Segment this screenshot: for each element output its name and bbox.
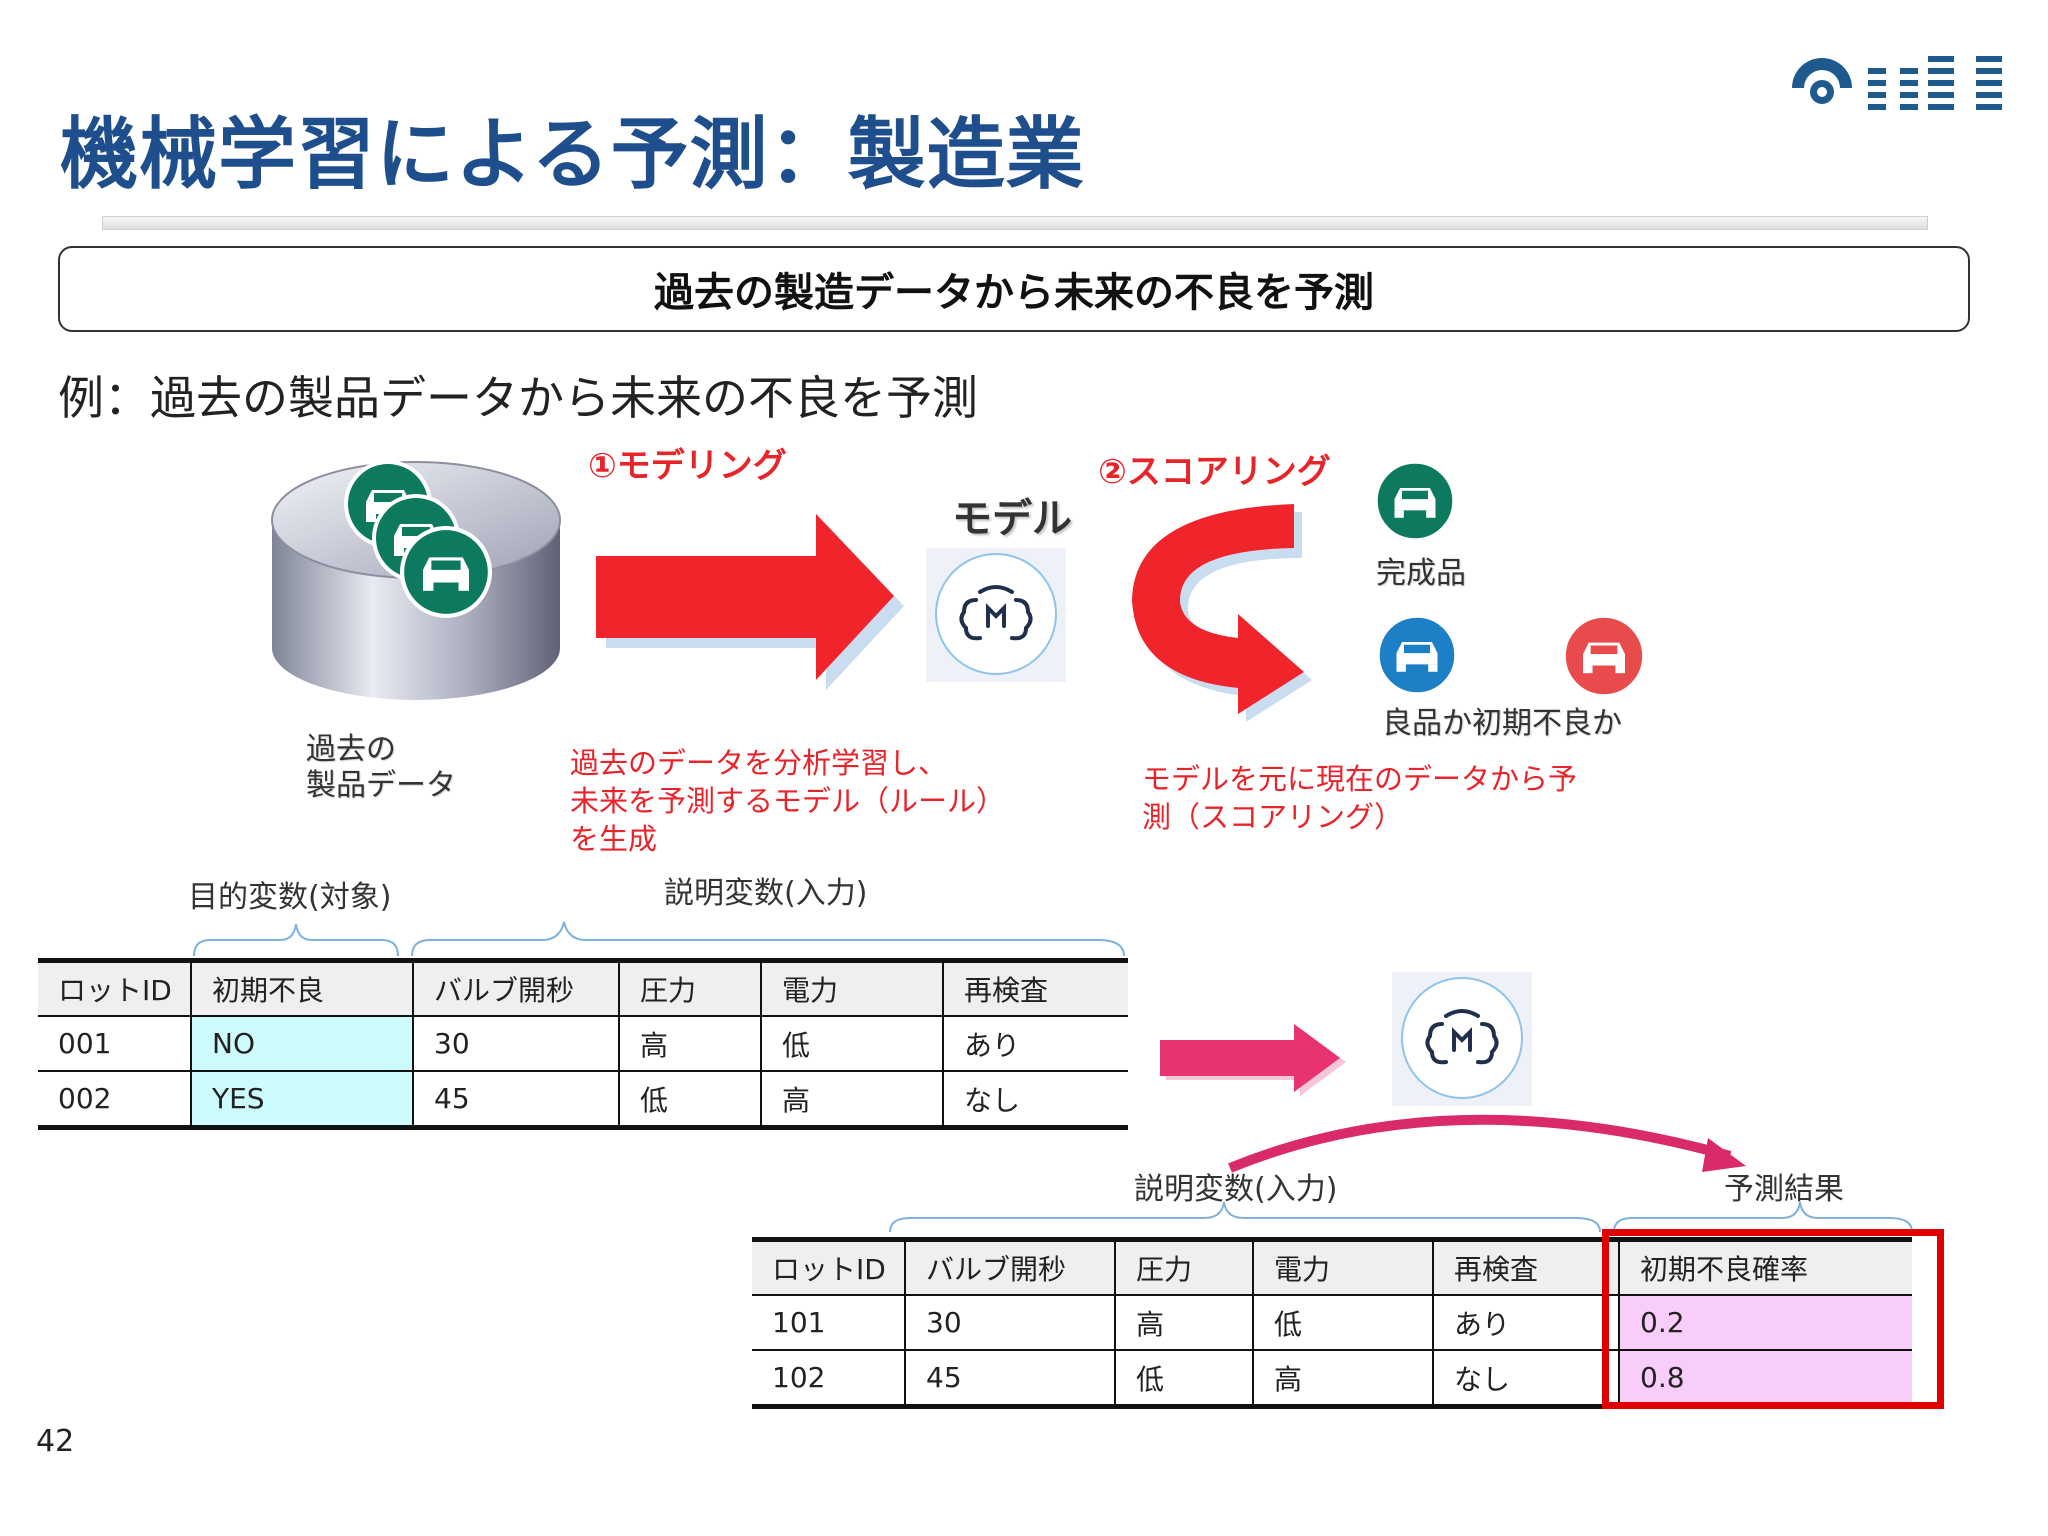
car-icon [1562,614,1646,698]
title-divider [102,216,1928,230]
table-cell: 45 [412,1071,619,1130]
table-cell: 高 [1252,1350,1433,1409]
page-number: 42 [36,1424,75,1459]
column-header: 再検査 [942,958,1128,1017]
car-icon [1376,614,1458,696]
column-header: 電力 [1252,1237,1433,1296]
result-label: 良品か初期不良か [1382,706,1622,741]
modeling-description: 過去のデータを分析学習し、 未来を予測するモデル（ルール） を生成 [570,746,1006,856]
scoring-table: ロットID バルブ開秒 圧力 電力 再検査 初期不良確率 101 30 高 低 … [752,1237,1912,1409]
car-icon [1374,460,1456,542]
table-cell: 高 [618,1016,761,1072]
page-title: 機械学習による予測：製造業 [60,110,1085,200]
column-header: 初期不良確率 [1618,1237,1912,1296]
db-label: 過去の 製品データ [306,732,456,803]
table-cell: 低 [1114,1350,1253,1409]
car-icon [400,526,492,618]
table-row: 102 45 低 高 なし 0.8 [752,1350,1912,1409]
step-scoring: ②スコアリング [1098,452,1331,492]
column-header: バルブ開秒 [904,1237,1115,1296]
model-brain-icon [1392,972,1532,1106]
table-cell: YES [190,1071,413,1130]
banner: 過去の製造データから未来の不良を予測 [58,246,1970,332]
prediction-arrow [1228,1114,1746,1173]
table-cell: 45 [904,1350,1115,1409]
column-header: 圧力 [618,958,761,1017]
model-brain-icon [926,548,1066,682]
column-header: 再検査 [1432,1237,1619,1296]
table-cell: 30 [904,1295,1115,1351]
modeling-arrow [596,514,904,690]
table-cell: 高 [760,1071,943,1130]
scoring-description: モデルを元に現在のデータから予 測（スコアリング） [1142,762,1578,834]
table-header-row: ロットID 初期不良 バルブ開秒 圧力 電力 再検査 [38,958,1128,1017]
table-cell: NO [190,1016,413,1072]
score-features-label: 説明変数(入力) [1134,1172,1338,1207]
table-header-row: ロットID バルブ開秒 圧力 電力 再検査 初期不良確率 [752,1237,1912,1296]
table-cell: なし [1432,1350,1619,1409]
table-cell: 102 [752,1350,905,1409]
table-row: 002 YES 45 低 高 なし [38,1071,1128,1130]
table-cell: 0.8 [1618,1350,1912,1409]
column-header: ロットID [752,1237,905,1296]
finished-label: 完成品 [1376,556,1466,591]
column-header: ロットID [38,958,191,1017]
table-cell: あり [942,1016,1128,1072]
column-header: バルブ開秒 [412,958,619,1017]
scoring-input-arrow [1160,1024,1346,1096]
target-variable-label: 目的変数(対象) [188,880,392,915]
column-header: 電力 [760,958,943,1017]
features-label: 説明変数(入力) [664,876,868,911]
step-modeling: ①モデリング [588,446,787,486]
table-row: 001 NO 30 高 低 あり [38,1016,1128,1072]
column-header: 圧力 [1114,1237,1253,1296]
table-cell: 低 [1252,1295,1433,1351]
model-label: モデル [952,496,1072,542]
table-cell: 低 [760,1016,943,1072]
prediction-result-label: 予測結果 [1724,1172,1844,1207]
table-cell: 30 [412,1016,619,1072]
braces [889,1201,1913,1233]
table-cell: 101 [752,1295,905,1351]
training-table: ロットID 初期不良 バルブ開秒 圧力 電力 再検査 001 NO 30 高 低… [38,958,1128,1130]
table-cell: 低 [618,1071,761,1130]
table-cell: 002 [38,1071,191,1130]
table-cell: 高 [1114,1295,1253,1351]
table-cell: なし [942,1071,1128,1130]
example-text: 例：過去の製品データから未来の不良を予測 [58,371,978,425]
table-cell: あり [1432,1295,1619,1351]
table-row: 101 30 高 低 あり 0.2 [752,1295,1912,1351]
braces [193,921,1125,957]
scoring-arrow [1132,504,1312,722]
table-cell: 001 [38,1016,191,1072]
logo [1792,56,2002,110]
highlight-box [1602,1229,1944,1409]
table-cell: 0.2 [1618,1295,1912,1351]
column-header: 初期不良 [190,958,413,1017]
